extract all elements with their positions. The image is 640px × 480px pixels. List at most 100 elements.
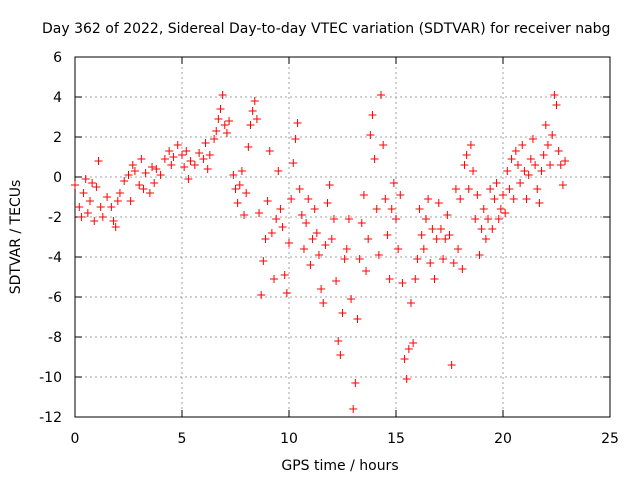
data-point <box>250 97 259 105</box>
data-point <box>383 231 392 239</box>
data-point <box>379 141 388 149</box>
data-point <box>347 295 356 303</box>
data-point <box>272 215 281 223</box>
data-point <box>531 161 540 169</box>
data-point <box>372 205 381 213</box>
data-point <box>404 345 413 353</box>
data-point <box>240 211 249 219</box>
data-point <box>90 217 99 225</box>
data-point <box>289 159 298 167</box>
data-point <box>415 205 424 213</box>
data-point <box>507 155 516 163</box>
data-point <box>396 191 405 199</box>
data-point <box>173 141 182 149</box>
data-point <box>454 245 463 253</box>
data-point <box>445 231 454 239</box>
data-point <box>417 231 426 239</box>
data-point <box>261 235 270 243</box>
x-tick-label: 10 <box>280 431 298 447</box>
data-point <box>184 175 193 183</box>
data-point <box>237 167 246 175</box>
data-point <box>96 203 105 211</box>
data-point <box>98 213 107 221</box>
data-point <box>282 289 291 297</box>
data-point <box>522 195 531 203</box>
data-point <box>214 115 223 123</box>
data-point <box>332 277 341 285</box>
data-point <box>398 279 407 287</box>
data-point <box>342 245 351 253</box>
data-point <box>145 189 154 197</box>
data-point <box>349 405 358 413</box>
data-point <box>518 141 527 149</box>
data-point <box>71 181 79 189</box>
y-tick-label: 0 <box>53 170 62 186</box>
data-point <box>317 285 326 293</box>
data-point <box>385 275 394 283</box>
data-point <box>526 155 535 163</box>
data-point <box>503 167 512 175</box>
data-point <box>368 111 377 119</box>
data-point <box>79 189 88 197</box>
data-point <box>505 185 514 193</box>
data-point <box>124 171 133 179</box>
data-point <box>552 101 561 109</box>
data-point <box>460 161 469 169</box>
x-tick-label: 25 <box>601 431 619 447</box>
data-point <box>400 355 409 363</box>
data-point <box>392 215 400 223</box>
plot-frame <box>74 56 611 418</box>
data-point <box>466 141 475 149</box>
data-point <box>554 147 563 155</box>
data-point <box>314 251 323 259</box>
data-point <box>297 211 306 219</box>
data-point <box>548 131 557 139</box>
data-point <box>364 235 373 243</box>
data-point <box>340 255 349 263</box>
data-point <box>434 199 443 207</box>
y-tick-label: -10 <box>39 370 62 386</box>
chart-title: Day 362 of 2022, Sidereal Day-to-day VTE… <box>42 21 610 37</box>
data-point <box>150 179 159 187</box>
data-point <box>255 209 264 217</box>
data-point <box>488 225 497 233</box>
x-axis-title: GPS time / hours <box>281 458 398 474</box>
data-point <box>107 203 116 211</box>
data-point <box>462 151 471 159</box>
data-point <box>265 147 274 155</box>
data-point <box>441 235 450 243</box>
y-tick-label: 6 <box>53 50 62 66</box>
data-point <box>353 315 362 323</box>
y-tick-label: -6 <box>48 290 62 306</box>
data-point <box>439 255 448 263</box>
data-point <box>287 195 296 203</box>
y-tick-label: -2 <box>48 210 62 226</box>
data-point <box>126 197 135 205</box>
data-point <box>135 181 144 189</box>
data-point <box>111 223 120 231</box>
data-point <box>244 143 253 151</box>
data-point <box>81 175 90 183</box>
data-point <box>212 127 221 135</box>
data-point <box>178 151 186 159</box>
data-point <box>458 265 467 273</box>
data-point <box>216 105 225 113</box>
data-point <box>295 185 304 193</box>
data-point <box>411 275 420 283</box>
y-tick-label: -12 <box>39 410 62 426</box>
data-point <box>449 259 458 267</box>
data-point <box>120 177 129 185</box>
data-point <box>366 131 375 139</box>
data-point <box>550 91 559 99</box>
data-point <box>424 195 433 203</box>
data-point <box>293 119 302 127</box>
data-point <box>394 245 403 253</box>
data-point <box>306 261 315 269</box>
data-point <box>475 251 484 259</box>
data-point <box>556 161 565 169</box>
data-point <box>501 209 510 217</box>
data-point <box>148 163 157 171</box>
data-point <box>436 225 445 233</box>
